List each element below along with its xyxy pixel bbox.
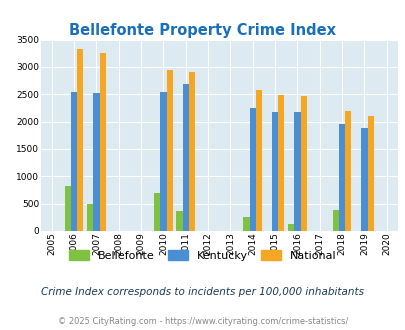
Bar	[338, 124, 344, 231]
Bar	[93, 93, 99, 231]
Bar	[300, 96, 306, 231]
Bar	[243, 217, 249, 231]
Bar	[249, 108, 255, 231]
Bar	[367, 116, 373, 231]
Bar	[344, 111, 351, 231]
Bar	[87, 204, 93, 231]
Bar	[77, 49, 83, 231]
Bar	[64, 186, 71, 231]
Bar	[287, 224, 294, 231]
Bar	[166, 70, 173, 231]
Bar	[160, 91, 166, 231]
Bar	[188, 72, 195, 231]
Bar	[271, 112, 277, 231]
Legend: Bellefonte, Kentucky, National: Bellefonte, Kentucky, National	[67, 248, 338, 263]
Bar	[176, 211, 182, 231]
Text: Crime Index corresponds to incidents per 100,000 inhabitants: Crime Index corresponds to incidents per…	[41, 287, 364, 297]
Bar	[277, 95, 284, 231]
Text: Bellefonte Property Crime Index: Bellefonte Property Crime Index	[69, 23, 336, 38]
Bar	[332, 210, 338, 231]
Bar	[255, 90, 262, 231]
Bar	[294, 112, 300, 231]
Bar	[153, 193, 160, 231]
Bar	[360, 128, 367, 231]
Bar	[71, 91, 77, 231]
Bar	[182, 84, 188, 231]
Text: © 2025 CityRating.com - https://www.cityrating.com/crime-statistics/: © 2025 CityRating.com - https://www.city…	[58, 317, 347, 326]
Bar	[99, 53, 106, 231]
